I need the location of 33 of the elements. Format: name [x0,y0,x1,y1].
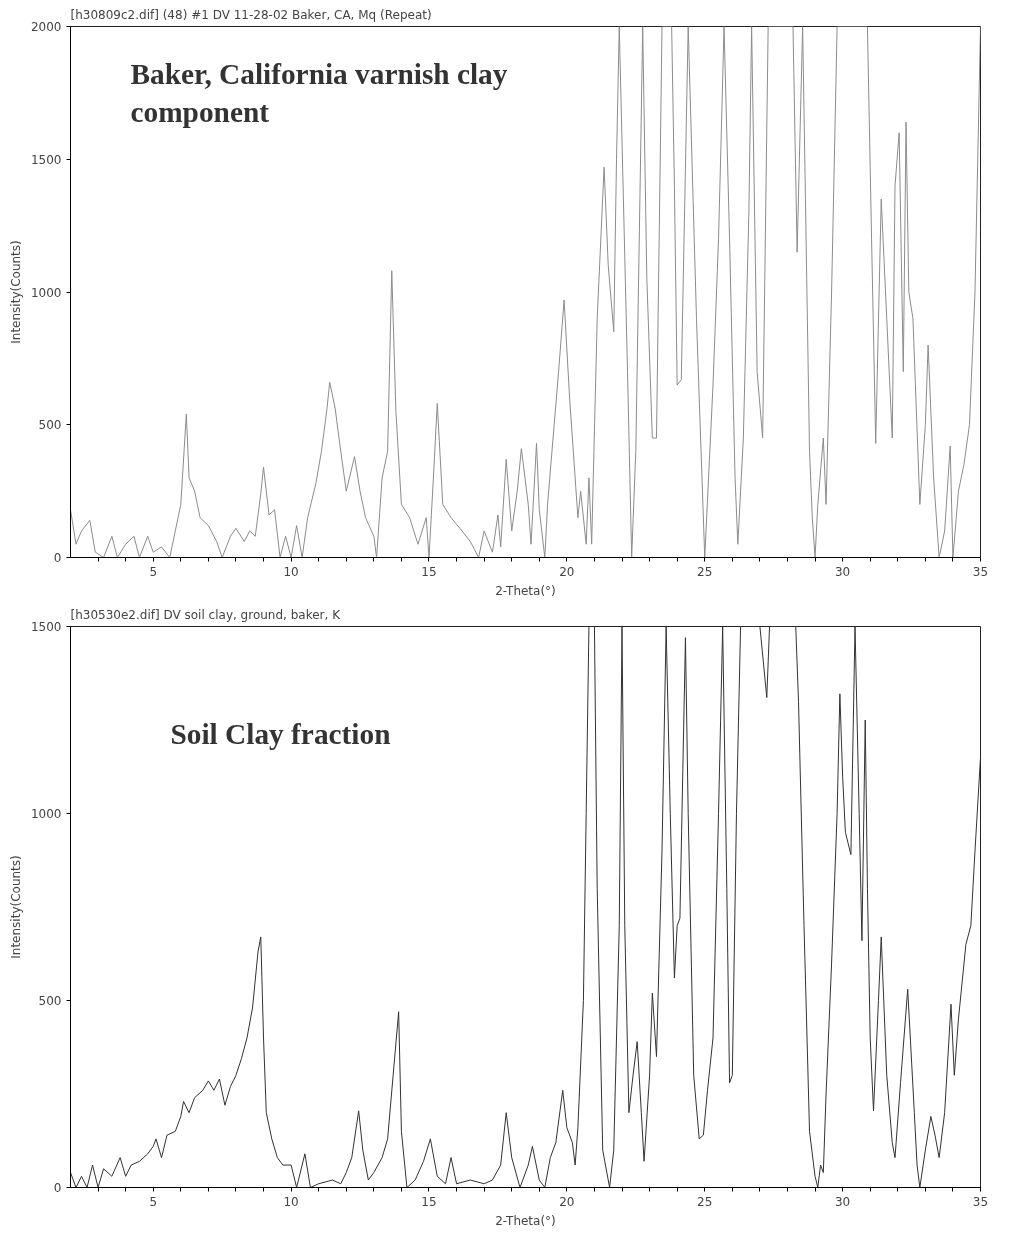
y-tick-label: 500 [38,994,62,1008]
y-axis-title: Intensity(Counts) [8,240,23,344]
x-tick-label: 25 [697,1194,713,1209]
chart-title: [h30530e2.dif] DV soil clay, ground, baker, K [70,607,342,622]
x-tick-label: 25 [697,564,713,579]
x-tick-label: 35 [972,564,989,579]
y-tick-label: 1000 [30,807,62,821]
line-series [70,626,981,1188]
y-tick-label: 1000 [30,285,62,300]
y-tick-label: 1500 [30,152,62,167]
y-tick-label: 0 [53,1181,62,1195]
x-axis-title: 2-Theta(°) [495,583,556,598]
x-tick-label: 15 [421,564,437,579]
x-tick-label: 30 [834,564,851,579]
y-tick-label: 2000 [30,20,62,34]
annotation: Soil Clay fraction [170,717,391,750]
x-tick-label: 15 [421,1194,437,1209]
x-tick-label: 20 [559,1194,575,1209]
y-axis-title: Intensity(Counts) [8,855,23,959]
x-tick-label: 10 [283,1194,299,1209]
x-tick-label: 35 [972,1194,989,1209]
y-tick-label: 1500 [30,620,62,634]
line-series [70,26,981,558]
x-tick-label: 5 [149,1194,158,1209]
y-tick-label: 0 [53,551,62,565]
x-tick-label: 5 [149,564,158,579]
chart-title: [h30809c2.dif] (48) #1 DV 11-28-02 Baker, CA, Mq (Repeat) [70,7,432,22]
x-tick-label: 10 [283,564,299,579]
annotation: Baker, California varnish clay component [130,57,508,128]
x-tick-label: 20 [559,564,575,579]
x-tick-label: 30 [834,1194,851,1209]
x-axis-title: 2-Theta(°) [495,1213,556,1228]
y-tick-label: 500 [38,418,62,433]
